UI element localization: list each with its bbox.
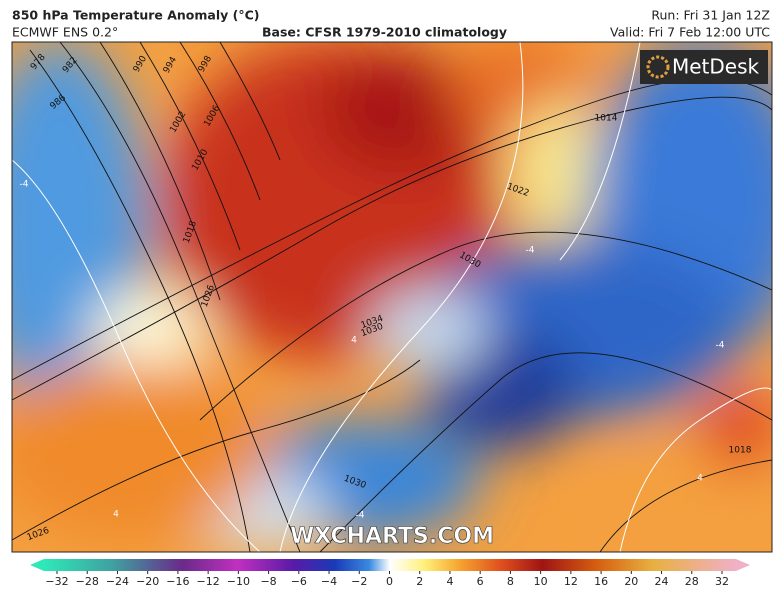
colorbar-tick-label: −4	[321, 575, 337, 588]
valid: Valid: Fri 7 Feb 12:00 UTC	[610, 25, 770, 40]
colorbar-tick-label: 12	[564, 575, 578, 588]
colorbar	[44, 559, 736, 571]
colorbar-tick-label: −2	[351, 575, 367, 588]
contour-label: -4	[716, 341, 725, 351]
colorbar-tick-label: −6	[291, 575, 307, 588]
contour-label: 4	[697, 474, 703, 484]
contour-label: 4	[113, 510, 119, 520]
colorbar-tick-label: −28	[76, 575, 99, 588]
isobar-label: 1014	[595, 114, 618, 124]
contour-label: 4	[351, 336, 357, 346]
colorbar-low-end	[30, 559, 44, 571]
logo-box	[640, 50, 768, 84]
model: ECMWF ENS 0.2°	[12, 25, 118, 40]
colorbar-tick-label: −12	[197, 575, 220, 588]
colorbar-tick-label: −20	[136, 575, 159, 588]
contour-label: -4	[526, 246, 535, 256]
base: Base: CFSR 1979-2010 climatology	[262, 25, 507, 40]
anomaly-field	[12, 42, 772, 552]
colorbar-tick-label: 10	[534, 575, 548, 588]
colorbar-tick-label: −10	[227, 575, 250, 588]
colorbar-tick-label: 28	[685, 575, 699, 588]
colorbar-tick-label: −32	[45, 575, 68, 588]
watermark: WXCHARTS.COM	[290, 524, 494, 549]
colorbar-tick-label: 24	[655, 575, 669, 588]
logo-icon	[646, 55, 670, 79]
colorbar-tick-label: 16	[594, 575, 608, 588]
colorbar-tick-label: 20	[624, 575, 638, 588]
map: MetDesk WXCHARTS.COM	[12, 42, 772, 552]
colorbar-tick-label: 0	[386, 575, 393, 588]
isobar-label: 1018	[729, 446, 752, 456]
temperature-contours	[12, 42, 772, 552]
colorbar-tick-label: 2	[416, 575, 423, 588]
colorbar-high-end	[736, 559, 750, 571]
contour-label: -4	[356, 511, 365, 521]
map-border	[11, 41, 773, 553]
run: Run: Fri 31 Jan 12Z	[651, 8, 770, 23]
colorbar-tick-label: −24	[106, 575, 129, 588]
colorbar-tick-label: 4	[446, 575, 453, 588]
colorbar-tick-label: −8	[260, 575, 276, 588]
colorbar-tick-label: −16	[166, 575, 189, 588]
isobars	[12, 42, 772, 552]
contour-label: -4	[20, 180, 29, 190]
colorbar-tick-label: 6	[477, 575, 484, 588]
title: 850 hPa Temperature Anomaly (°C)	[12, 8, 259, 23]
colorbar-ticks: −32 −28 −24 −20 −16 −12 −10 −8 −6 −4 −2 0 2 4 6 8 10 12 16…	[45, 571, 729, 588]
colorbar-tick-label: 32	[715, 575, 729, 588]
logo: MetDesk	[672, 55, 760, 79]
colorbar-tick-label: 8	[507, 575, 514, 588]
